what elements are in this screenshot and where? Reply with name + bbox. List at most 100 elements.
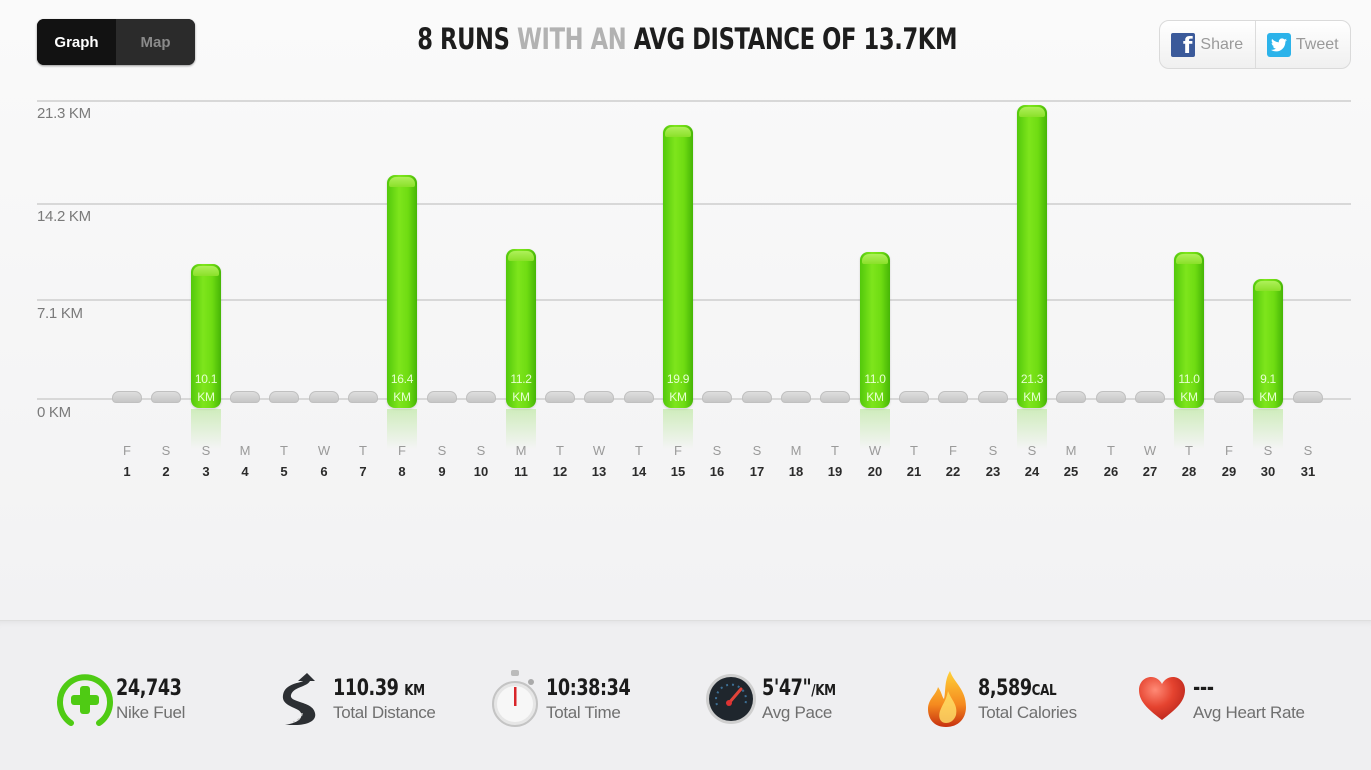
day-of-week-label: T (910, 443, 918, 458)
rest-day-marker (466, 391, 496, 403)
x-axis-day: T 26 (1096, 443, 1126, 479)
rest-day-marker (1096, 391, 1126, 403)
stat-value: 24,743 (116, 675, 182, 701)
title-part-avg: AVG DISTANCE OF 13.7KM (633, 22, 958, 56)
day-of-week-label: W (317, 443, 331, 458)
x-axis-day: T 19 (820, 443, 850, 479)
x-axis-day: W 20 (860, 443, 890, 479)
stat-total-calories: 8,589CAL Total Calories (918, 664, 1077, 734)
facebook-share-button[interactable]: f Share (1160, 21, 1255, 68)
day-number-label: 21 (906, 464, 922, 479)
day-number-label: 20 (867, 464, 883, 479)
x-axis-day: T 12 (545, 443, 575, 479)
day-number-label: 16 (709, 464, 725, 479)
rest-day-marker (1056, 391, 1086, 403)
day-number-label: 5 (280, 464, 288, 479)
day-number-label: 30 (1260, 464, 1276, 479)
rest-day-marker (269, 391, 299, 403)
run-bar[interactable]: 19.9 KM (663, 125, 693, 408)
rest-day-marker (584, 391, 614, 403)
day-of-week-label: M (1065, 443, 1077, 458)
day-of-week-label: F (674, 443, 682, 458)
rest-day-marker (427, 391, 457, 403)
run-bar[interactable]: 11.2 KM (506, 249, 536, 408)
day-number-label: 31 (1300, 464, 1316, 479)
rest-day-marker (309, 391, 339, 403)
day-of-week-label: T (1185, 443, 1193, 458)
bar-value-label: 11.2 KM (510, 372, 532, 404)
day-number-label: 8 (398, 464, 406, 479)
day-number-label: 17 (749, 464, 765, 479)
distance-bar-chart: 21.3 KM 14.2 KM 7.1 KM 0 KM F 1 S 2 10.1 KM S… (37, 100, 1351, 479)
gridline-14-2 (37, 203, 1351, 205)
day-number-label: 11 (514, 464, 528, 479)
stat-value: 8,589CAL (978, 675, 1057, 701)
rest-day-marker (938, 391, 968, 403)
stopwatch-icon (486, 668, 544, 730)
bar-value-label: 9.1 KM (1259, 372, 1277, 404)
run-bar[interactable]: 16.4 KM (387, 175, 417, 408)
x-axis-day: T 28 (1174, 443, 1204, 479)
y-tick-label: 14.2 KM (37, 208, 91, 225)
stat-nike-fuel: 24,743 Nike Fuel (56, 664, 198, 734)
day-of-week-label: S (437, 443, 447, 458)
bar-reflection (191, 409, 221, 449)
x-axis-day: T 21 (899, 443, 929, 479)
gridline-21-3 (37, 100, 1351, 102)
page-title: 8 RUNS WITH AN AVG DISTANCE OF 13.7KM (152, 22, 1221, 56)
day-number-label: 9 (438, 464, 446, 479)
day-of-week-label: S (752, 443, 762, 458)
title-part-runs: 8 RUNS (417, 22, 517, 56)
run-bar[interactable]: 10.1 KM (191, 264, 221, 408)
rest-day-marker (112, 391, 142, 403)
twitter-tweet-button[interactable]: Tweet (1254, 21, 1351, 68)
nike-fuel-icon (56, 668, 114, 730)
run-bar[interactable]: 11.0 KM (1174, 252, 1204, 408)
day-of-week-label: M (515, 443, 527, 458)
rest-day-marker (899, 391, 929, 403)
stat-total-distance: 110.39 KM Total Distance (273, 664, 448, 734)
bar-value-label: 10.1 KM (194, 372, 218, 404)
bar-value-label: 19.9 KM (666, 372, 690, 404)
rest-day-marker (624, 391, 654, 403)
day-of-week-label: S (1027, 443, 1037, 458)
rest-day-marker (1293, 391, 1323, 403)
day-of-week-label: W (868, 443, 882, 458)
day-number-label: 7 (359, 464, 367, 479)
facebook-icon: f (1171, 32, 1196, 57)
road-icon (273, 668, 331, 730)
day-number-label: 3 (202, 464, 210, 479)
day-of-week-label: T (280, 443, 288, 458)
x-axis-day: T 14 (624, 443, 654, 479)
day-of-week-label: F (949, 443, 957, 458)
day-of-week-label: S (1303, 443, 1313, 458)
bar-value-label: 11.0 KM (864, 372, 886, 404)
day-of-week-label: M (790, 443, 802, 458)
stat-avg-heart-rate: --- Avg Heart Rate (1133, 664, 1305, 734)
x-axis-day: S 24 (1017, 443, 1047, 479)
rest-day-marker (348, 391, 378, 403)
run-bar[interactable]: 9.1 KM (1253, 279, 1283, 408)
title-part-connector: WITH AN (516, 22, 634, 56)
flame-icon (918, 668, 976, 730)
twitter-icon (1266, 32, 1291, 57)
x-axis-day: M 25 (1056, 443, 1086, 479)
rest-day-marker (742, 391, 772, 403)
bar-reflection (1017, 409, 1047, 449)
day-number-label: 25 (1063, 464, 1079, 479)
map-tab[interactable]: Map (116, 19, 195, 65)
day-number-label: 26 (1103, 464, 1119, 479)
gridline-0 (37, 398, 1351, 400)
day-number-label: 19 (827, 464, 843, 479)
y-tick-label: 0 KM (37, 404, 71, 421)
run-bar[interactable]: 11.0 KM (860, 252, 890, 408)
graph-tab[interactable]: Graph (37, 19, 116, 65)
day-number-label: 13 (591, 464, 607, 479)
bar-reflection (387, 409, 417, 449)
run-bar[interactable]: 21.3 KM (1017, 105, 1047, 408)
